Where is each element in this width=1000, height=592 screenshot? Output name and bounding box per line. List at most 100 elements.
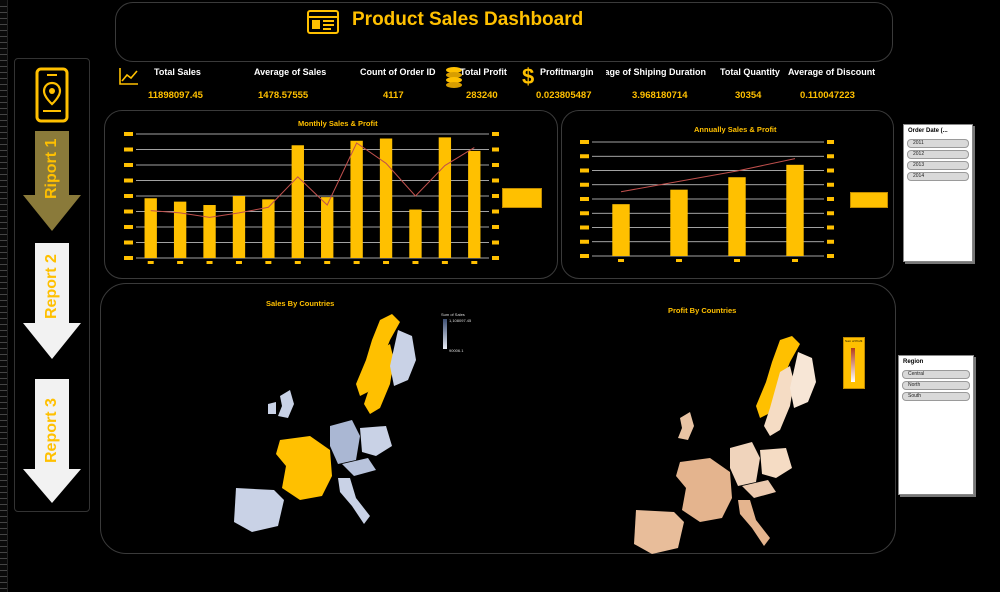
bar-2014	[786, 164, 804, 256]
sales-map-legend-title: Sum of Sales	[441, 312, 465, 317]
row-tick	[0, 114, 7, 115]
slicer-item-2011[interactable]: 2011	[907, 139, 969, 148]
map-poland	[360, 426, 392, 456]
map-austria	[342, 458, 376, 476]
x-tick-label	[324, 261, 331, 264]
sales-map-legend-max: 1,108097.45	[449, 318, 472, 323]
profit-map-sweden	[764, 366, 794, 436]
row-tick	[0, 258, 7, 259]
row-tick	[0, 198, 7, 199]
report-3-label[interactable]: Report 3	[43, 398, 60, 463]
annual-chart-title: Annually Sales & Profit	[694, 125, 777, 134]
y2-tick-label	[492, 240, 499, 245]
profit-map-legend: Sum of Profit	[843, 337, 865, 389]
map-germany	[330, 420, 360, 464]
bar-2012	[670, 189, 688, 256]
profit-map-norway	[756, 336, 800, 418]
report-2-label[interactable]: Report 2	[43, 254, 60, 319]
profit-map-france	[676, 458, 732, 522]
title-banner	[115, 2, 893, 62]
kpi-value-avg-shipping-duration: 3.968180714	[632, 90, 688, 101]
slicer-item-2013[interactable]: 2013	[907, 161, 969, 170]
row-tick	[0, 384, 7, 385]
y-tick-label	[124, 225, 133, 229]
slicer-item-2012[interactable]: 2012	[907, 150, 969, 159]
report-3-arrow[interactable]	[21, 377, 83, 505]
y-tick-label	[580, 254, 589, 258]
y-tick-label	[580, 239, 589, 244]
row-tick	[0, 66, 7, 67]
monthly-chart-legend	[502, 188, 542, 208]
bar-8	[350, 140, 363, 258]
sales-map-title: Sales By Countries	[266, 299, 335, 308]
row-tick	[0, 324, 7, 325]
y2-tick-label	[827, 239, 834, 244]
row-tick	[0, 558, 7, 559]
row-tick	[0, 294, 7, 295]
sales-map-legend-min: 90006.1	[449, 348, 464, 353]
x-tick-label	[676, 259, 682, 262]
y-tick-label	[124, 178, 133, 183]
row-tick	[0, 378, 7, 379]
y2-tick-label	[827, 154, 834, 159]
row-tick	[0, 90, 7, 91]
report-1-arrow[interactable]	[21, 129, 83, 233]
map-norway	[356, 314, 400, 396]
bar-2013	[728, 177, 746, 256]
order-date-slicer-title: Order Date (...	[908, 128, 948, 134]
kpi-value-total-quantity: 30354	[735, 90, 762, 101]
bar-10	[409, 209, 422, 258]
x-tick-label	[353, 261, 360, 264]
row-tick	[0, 330, 7, 331]
row-tick	[0, 516, 7, 517]
x-tick-label	[618, 259, 624, 262]
bar-5	[262, 199, 275, 258]
slicer-item-north[interactable]: North	[902, 381, 970, 390]
row-tick	[0, 54, 7, 55]
coins-icon	[446, 67, 462, 88]
row-tick	[0, 234, 7, 235]
region-slicer[interactable]: Region Central North South	[898, 355, 974, 495]
row-tick	[0, 144, 7, 145]
row-tick	[0, 342, 7, 343]
kpi-label-total-profit: Total Profit	[460, 67, 507, 77]
y-tick-label	[124, 256, 133, 260]
y2-tick-label	[492, 209, 499, 214]
row-tick	[0, 270, 7, 271]
row-tick	[0, 426, 7, 427]
x-tick-label	[734, 259, 740, 262]
row-tick	[0, 480, 7, 481]
bar-11	[438, 137, 452, 258]
map-spain	[234, 488, 284, 532]
x-tick-label	[177, 261, 184, 264]
row-tick	[0, 174, 7, 175]
slicer-item-central[interactable]: Central	[902, 370, 970, 379]
y-tick-label	[580, 197, 589, 201]
row-tick	[0, 84, 7, 85]
report-1-label[interactable]: Riport 1	[43, 138, 60, 199]
row-tick	[0, 552, 7, 553]
y2-tick-label	[492, 178, 499, 183]
row-tick	[0, 78, 7, 79]
row-tick	[0, 210, 7, 211]
slicer-item-south[interactable]: South	[902, 392, 970, 401]
row-tick	[0, 300, 7, 301]
row-tick	[0, 588, 7, 589]
kpi-value-average-sales: 1478.57555	[258, 90, 309, 101]
bar-4	[232, 196, 246, 258]
row-tick	[0, 372, 7, 373]
report-2-arrow[interactable]	[21, 241, 83, 361]
row-tick	[0, 180, 7, 181]
x-tick-label	[294, 261, 301, 264]
row-tick	[0, 150, 7, 151]
map-ireland	[268, 402, 276, 414]
kpi-value-profit-margin: 0.023805487	[536, 90, 592, 101]
row-tick	[0, 444, 7, 445]
profit-line	[620, 158, 796, 193]
slicer-item-2014[interactable]: 2014	[907, 172, 969, 181]
row-tick	[0, 48, 7, 49]
row-tick	[0, 456, 7, 457]
order-date-slicer[interactable]: Order Date (... 2011 2012 2013 2014	[903, 124, 973, 262]
map-france	[276, 436, 332, 500]
row-tick	[0, 186, 7, 187]
